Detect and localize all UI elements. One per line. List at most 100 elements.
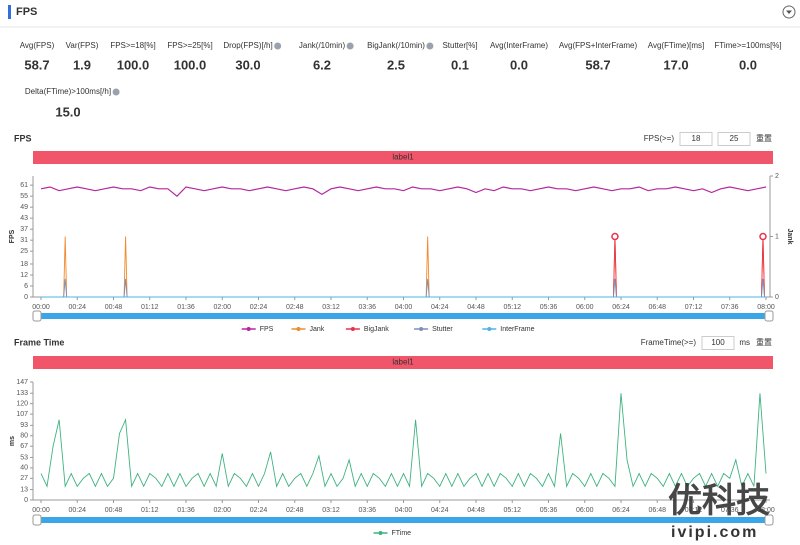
x-tick-label: 07:12 xyxy=(685,507,703,514)
x-tick-label: 02:00 xyxy=(213,507,231,514)
stat-value: 0.1 xyxy=(451,57,469,72)
slider-handle[interactable] xyxy=(764,514,774,526)
x-tick-label: 05:36 xyxy=(540,304,558,311)
legend-dot[interactable] xyxy=(246,327,251,331)
banner-label: label1 xyxy=(392,358,414,367)
x-tick-label: 07:36 xyxy=(721,507,739,514)
slider-handle[interactable] xyxy=(32,514,42,526)
y-tick-label: 6 xyxy=(24,283,28,290)
stat-label: Stutter[%] xyxy=(442,41,477,50)
stat-value: 17.0 xyxy=(663,57,688,72)
legend-dot[interactable] xyxy=(296,327,301,331)
x-tick-label: 05:12 xyxy=(503,507,521,514)
y2-axis-label: Jank xyxy=(786,229,793,245)
x-tick-label: 07:36 xyxy=(721,304,739,311)
x-tick-label: 00:00 xyxy=(32,507,50,514)
x-tick-label: 06:00 xyxy=(576,507,594,514)
legend-label[interactable]: InterFrame xyxy=(500,326,534,333)
reset-link[interactable]: 重置 xyxy=(756,133,772,143)
y-tick-label: 31 xyxy=(20,237,28,244)
x-tick-label: 01:36 xyxy=(177,304,195,311)
series-line xyxy=(41,278,766,298)
help-icon[interactable] xyxy=(274,42,282,50)
x-tick-label: 04:48 xyxy=(467,304,485,311)
y-tick-label: 67 xyxy=(20,443,28,450)
legend-dot[interactable] xyxy=(487,327,492,331)
range-slider[interactable] xyxy=(33,313,773,319)
x-tick-label: 00:24 xyxy=(68,507,86,514)
slider-handle[interactable] xyxy=(32,310,42,322)
legend-label[interactable]: BigJank xyxy=(364,326,389,333)
slider-handle[interactable] xyxy=(764,310,774,322)
x-tick-label: 01:12 xyxy=(141,304,159,311)
legend-label[interactable]: Jank xyxy=(310,326,325,333)
stat-label: Avg(InterFrame) xyxy=(490,41,548,50)
filter-value[interactable]: 25 xyxy=(730,134,739,143)
banner-label: label1 xyxy=(392,153,414,162)
title-accent xyxy=(8,5,11,19)
filter-input[interactable] xyxy=(701,336,735,350)
x-tick-label: 03:36 xyxy=(358,304,376,311)
help-icon[interactable] xyxy=(426,42,434,50)
y-tick-label: 133 xyxy=(16,390,28,397)
chart-title: Frame Time xyxy=(14,337,64,347)
x-tick-label: 02:48 xyxy=(286,304,304,311)
stat-value: 2.5 xyxy=(387,57,405,72)
stat-value: 58.7 xyxy=(24,57,49,72)
x-tick-label: 03:36 xyxy=(358,507,376,514)
x-tick-label: 03:12 xyxy=(322,507,340,514)
x-tick-label: 06:00 xyxy=(576,304,594,311)
legend-label[interactable]: FTime xyxy=(392,530,412,537)
x-tick-label: 02:24 xyxy=(250,304,268,311)
help-icon[interactable] xyxy=(346,42,354,50)
legend-dot[interactable] xyxy=(350,327,355,331)
x-tick-label: 04:24 xyxy=(431,304,449,311)
filter-label: FrameTime(>=) xyxy=(641,338,697,347)
reset-link[interactable]: 重置 xyxy=(756,337,772,347)
y-tick-label: 43 xyxy=(20,215,28,222)
filter-value[interactable]: 100 xyxy=(711,338,725,347)
legend-dot[interactable] xyxy=(419,327,424,331)
banner xyxy=(33,151,773,164)
x-tick-label: 05:12 xyxy=(503,304,521,311)
stat-value: 0.0 xyxy=(739,57,757,72)
filter-input[interactable] xyxy=(717,132,751,146)
y-tick-label: 80 xyxy=(20,433,28,440)
stat-value: 100.0 xyxy=(117,57,150,72)
filter-unit: ms xyxy=(739,338,750,347)
y-tick-label: 25 xyxy=(20,248,28,255)
y-axis-label: ms xyxy=(9,436,16,446)
y-tick-label: 55 xyxy=(20,193,28,200)
x-tick-label: 02:24 xyxy=(250,507,268,514)
stat-value: 0.0 xyxy=(510,57,528,72)
x-tick-label: 04:48 xyxy=(467,507,485,514)
chart-title: FPS xyxy=(14,133,32,143)
y-tick-label: 13 xyxy=(20,486,28,493)
legend-label[interactable]: Stutter xyxy=(432,326,453,333)
filter-input[interactable] xyxy=(679,132,713,146)
filter-value[interactable]: 18 xyxy=(692,134,701,143)
y-tick-label: 93 xyxy=(20,422,28,429)
y-tick-label: 37 xyxy=(20,226,28,233)
x-tick-label: 01:36 xyxy=(177,507,195,514)
y-tick-label: 40 xyxy=(20,465,28,472)
bigjank-marker xyxy=(759,232,767,241)
y-tick-label: 107 xyxy=(16,411,28,418)
y-tick-label: 0 xyxy=(24,497,28,504)
y-tick-label: 147 xyxy=(16,379,28,386)
stat-label: FTime>=100ms[%] xyxy=(714,41,781,50)
y-axis-label: FPS xyxy=(9,229,16,243)
help-icon[interactable] xyxy=(112,88,120,96)
stat-label: Drop(FPS)[/h] xyxy=(223,41,272,50)
range-slider[interactable] xyxy=(33,517,773,523)
y-tick-label: 12 xyxy=(20,272,28,279)
series-line xyxy=(40,186,767,197)
stat-label: Avg(FTime)[ms] xyxy=(648,41,704,50)
legend-label[interactable]: FPS xyxy=(260,326,274,333)
stat-value: 58.7 xyxy=(585,57,610,72)
legend-dot[interactable] xyxy=(378,531,383,535)
stat-label: Var(FPS) xyxy=(66,41,99,50)
stat-label: Avg(FPS+InterFrame) xyxy=(559,41,638,50)
x-tick-label: 02:00 xyxy=(213,304,231,311)
